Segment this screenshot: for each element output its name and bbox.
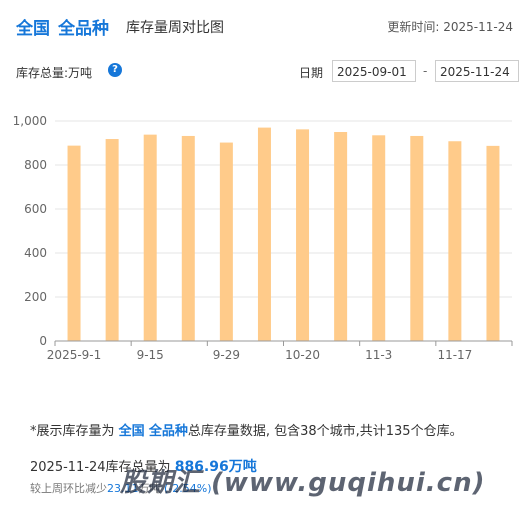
- bar: [219, 142, 233, 341]
- watermark: 股期汇 (www.guqihui.cn): [120, 468, 486, 498]
- bar: [448, 141, 462, 341]
- bar: [105, 139, 119, 341]
- total-prefix: 2025-11-24库存总量为: [30, 460, 171, 475]
- y-tick-label: 200: [24, 290, 47, 304]
- change-unit: 万吨: [138, 482, 161, 495]
- bar: [372, 135, 386, 341]
- scope-variety: 全品种: [58, 19, 109, 39]
- footnote-variety: 全品种: [148, 424, 188, 439]
- inventory-bar-chart: 0 200 400 600 800 1,000 2025-9-1 9-15 9-29 10-20 1…: [13, 114, 513, 362]
- update-time-label: 更新时间:: [387, 20, 440, 34]
- bar: [296, 129, 310, 341]
- update-time-value: 2025-11-24: [443, 20, 513, 34]
- x-tick-label: 9-15: [137, 348, 164, 362]
- y-tick-label: 800: [24, 158, 47, 172]
- bar: [181, 135, 195, 341]
- x-tick-label: 11-17: [437, 348, 472, 362]
- page-title: 库存量周对比图: [126, 20, 224, 36]
- total-value: 886.96万吨: [174, 459, 257, 475]
- header: 全国 全品种 库存量周对比图 更新时间: 2025-11-24: [16, 14, 513, 42]
- y-tick-label: 400: [24, 246, 47, 260]
- bar: [486, 145, 500, 341]
- bar: [334, 132, 348, 341]
- update-time: 更新时间: 2025-11-24: [387, 18, 513, 35]
- change-prefix: 较上周环比减少: [30, 482, 107, 495]
- footnote-region: 全国: [118, 424, 145, 439]
- scope-title: 全国 全品种: [16, 14, 117, 39]
- x-tick-label: 11-3: [365, 348, 392, 362]
- bar: [257, 127, 271, 341]
- week-change: 较上周环比减少23.11万吨 (-2.54%): [30, 480, 212, 496]
- date-start-input[interactable]: 2025-09-01: [332, 60, 416, 82]
- x-tick-label: 10-20: [285, 348, 320, 362]
- question-circle-icon[interactable]: ?: [108, 63, 122, 77]
- footnote: *展示库存量为 全国 全品种总库存量数据, 包含38个城市,共计135个仓库。: [30, 420, 463, 439]
- y-tick-label: 1,000: [13, 114, 47, 128]
- bar: [410, 135, 424, 341]
- date-separator: -: [423, 64, 428, 78]
- inventory-unit-label: 库存总量:万吨: [16, 66, 93, 80]
- bar: [143, 134, 157, 341]
- date-end-input[interactable]: 2025-11-24: [435, 60, 519, 82]
- y-tick-label: 0: [39, 334, 47, 348]
- total-inventory: 2025-11-24库存总量为 886.96万吨: [30, 456, 257, 476]
- x-tick-label: 2025-9-1: [47, 348, 101, 362]
- x-tick-label: 9-29: [213, 348, 240, 362]
- scope-region: 全国: [16, 19, 50, 39]
- bar: [67, 145, 81, 341]
- footnote-suffix: 总库存量数据, 包含38个城市,共计135个仓库。: [187, 424, 463, 439]
- change-value: 23.11: [107, 482, 139, 495]
- footnote-prefix: *展示库存量为: [30, 424, 115, 439]
- controls-bar: 库存总量:万吨 ? 日期 2025-09-01 - 2025-11-24: [16, 60, 519, 84]
- y-tick-label: 600: [24, 202, 47, 216]
- change-percent: (-2.54%): [164, 482, 212, 495]
- date-label: 日期: [299, 66, 324, 80]
